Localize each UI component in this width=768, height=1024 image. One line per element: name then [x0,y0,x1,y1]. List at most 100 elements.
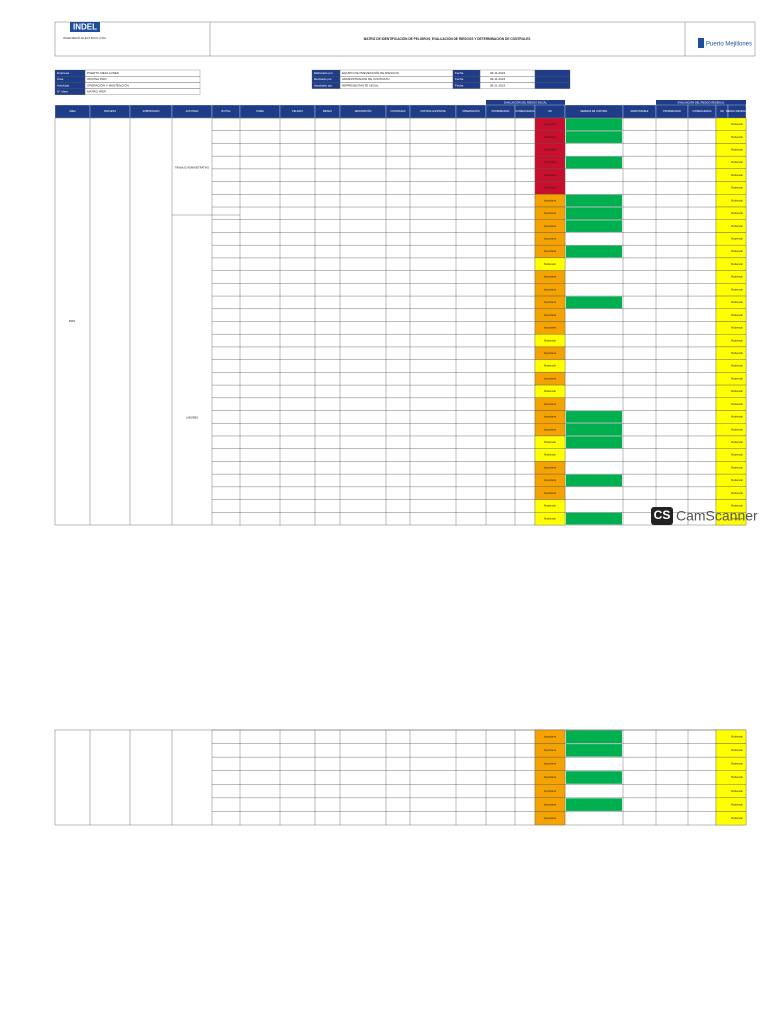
control-highlight [566,220,622,232]
risk-level: Moderado [544,338,556,342]
residual-level: Moderado [731,211,743,215]
watermark-text: CamScanner [676,508,758,524]
risk-level: Importante [544,249,557,253]
matrix: EVALUACIÓN DEL RIESGO INICIAL EVALUACIÓN … [54,99,749,826]
risk-level: Importante [544,211,557,215]
info-block: Empresa PUERTO MEJILLONES Área OFICINA PMO A… [54,69,571,95]
risk-level: Importante [544,491,557,495]
residual-level: Moderado [731,160,743,164]
column-header: ACTIVIDAD [186,110,199,113]
column-header: PROBABILIDAD [492,110,510,113]
column-header: CONSECUENCIA [692,110,712,113]
info-label: N° Ident. [57,90,69,94]
info-label: Actividad [57,83,70,87]
residual-level: Moderado [731,734,743,738]
control-highlight [566,194,622,207]
risk-level: Importante [544,802,557,806]
residual-level: Moderado [731,338,743,342]
info-value: EQUIPO DE PREVENCIÓN DE RIESGOS [342,70,399,75]
risk-level: Intolerable [544,135,557,139]
control-highlight [566,771,622,784]
residual-level: Moderado [731,376,743,380]
risk-level: Importante [544,198,557,202]
control-highlight [566,156,622,169]
risk-level: Moderado [544,389,556,393]
residual-level: Moderado [731,440,743,444]
risk-level: Importante [544,775,557,779]
column-header: PELIGRO [292,110,303,113]
risk-level: Importante [544,376,557,380]
residual-level: Moderado [731,147,743,151]
column-header: CONTROLES [391,110,406,113]
residual-level: Moderado [731,775,743,779]
residual-level: Moderado [731,504,743,508]
column-header: CONTROL EXISTENTE [420,110,446,113]
column-header: PROBABILIDAD [663,110,681,113]
column-header: MEDIDAS DE CONTROL [580,110,608,113]
group-header-text: EVALUACIÓN DEL RIESGO INICIAL [504,99,547,104]
column-header: PROCESO [104,110,116,113]
residual-level: Moderado [731,135,743,139]
residual-level: Moderado [731,762,743,766]
risk-level: Importante [544,224,557,228]
client-logo-mark [698,38,704,48]
risk-level: Importante [544,351,557,355]
residual-level: Moderado [731,326,743,330]
info-value: OPERACIÓN Y MANTENCIÓN [87,82,129,87]
control-highlight [566,131,622,143]
subprocess: LABORES [186,416,199,420]
residual-level: Moderado [731,816,743,820]
column-header: RUTINA [222,110,231,113]
info-value: OFICINA PMO [87,77,107,81]
residual-level: Moderado [731,491,743,495]
residual-level: Moderado [731,262,743,266]
residual-level: Moderado [731,802,743,806]
column-header: CONSECUENCIA [515,110,535,113]
residual-level: Moderado [731,300,743,304]
control-highlight [566,798,622,811]
residual-level: Moderado [731,287,743,291]
group-header [486,100,565,105]
risk-level: Intolerable [544,147,557,151]
subprocess: TRABAJO ADMINISTRATIVO [175,166,209,170]
control-highlight [566,474,622,487]
watermark-badge [651,507,673,525]
residual-level: Moderado [731,427,743,431]
info-label: Aprobado por [314,83,332,87]
column-header: NR [720,110,724,113]
risk-level-cell [534,811,566,826]
group-header-text: EVALUACIÓN DEL RIESGO RESIDUAL [678,99,725,104]
client: Puerto Mejillones [706,42,752,48]
watermark-badge-text: CS [654,508,671,522]
residual-level: Moderado [731,364,743,368]
area: PMO [69,319,76,323]
residual-level: Moderado [731,453,743,457]
risk-level: Moderado [544,440,556,444]
company: INGENIERÍA ELÉCTRICA LTDA. [63,35,107,40]
control-highlight [566,411,622,423]
risk-level: Importante [544,275,557,279]
risk-level: Importante [544,465,557,469]
header-frame [54,21,756,57]
logo: INDEL [73,23,97,32]
info-label: Revisado por [314,77,332,81]
risk-level: Moderado [544,364,556,368]
residual-level: Moderado [731,415,743,419]
risk-level: Importante [544,478,557,482]
risk-level: Importante [544,237,557,241]
control-highlight [566,423,622,436]
control-highlight [566,512,622,525]
residual-level: Moderado [731,389,743,393]
residual-level: Moderado [731,122,743,126]
risk-level: Importante [544,427,557,431]
residual-level: Moderado [731,789,743,793]
blank-cell [534,76,571,83]
info-value-cell [84,88,201,95]
residual-level: Moderado [731,249,743,253]
column-header: RESPONSABLE [631,110,649,113]
risk-level: Moderado [544,453,556,457]
info-value: MATRIZ IPER [87,90,107,94]
